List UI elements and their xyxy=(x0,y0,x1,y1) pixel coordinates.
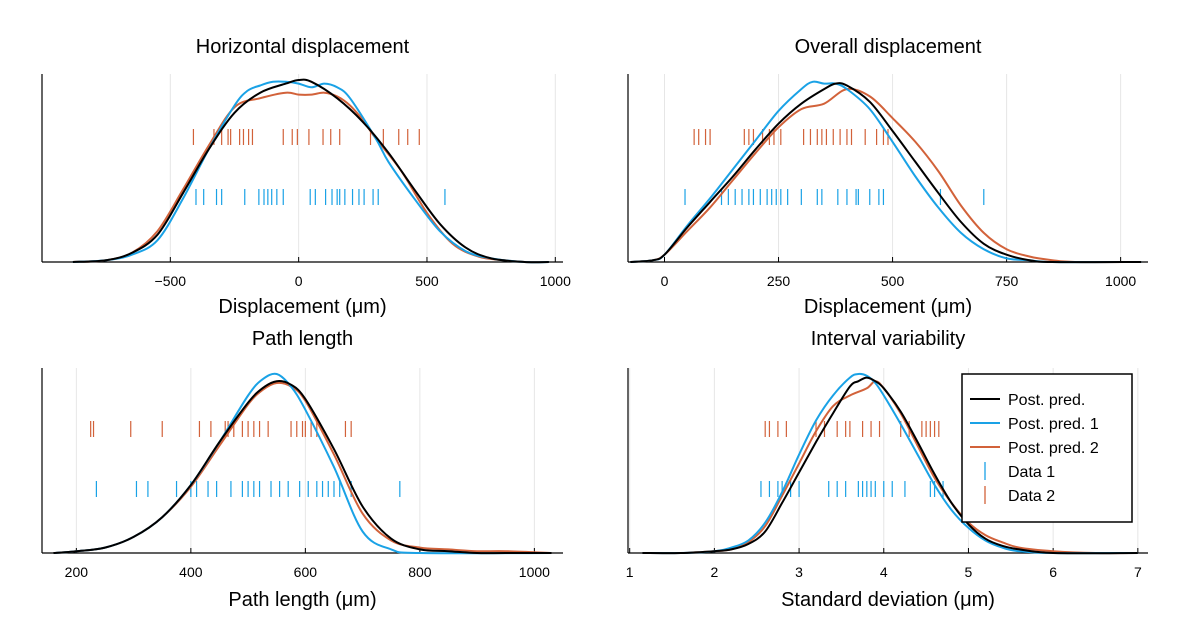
x-axis-label: Path length (μm) xyxy=(228,589,376,611)
panel-title: Horizontal displacement xyxy=(196,36,410,58)
x-axis-label: Displacement (μm) xyxy=(218,296,386,318)
panel-title: Overall displacement xyxy=(795,36,982,58)
density-curve-post-pred-2 xyxy=(630,87,1142,264)
x-tick-label: 400 xyxy=(179,564,203,580)
density-curve-post-pred xyxy=(53,380,552,555)
x-tick-label: 4 xyxy=(880,564,888,580)
panel-3: 200 400 600 800 1000 Path length Path length (… xyxy=(41,328,563,611)
legend: Post. pred. Post. pred. 1 Post. pred. 2 Dat… xyxy=(961,373,1133,523)
x-tick-label: 0 xyxy=(295,273,303,289)
x-tick-label: 1000 xyxy=(519,564,550,580)
panel-4: 1 2 3 4 5 6 7 Interval variability Standard devi… xyxy=(626,328,1148,611)
x-tick-label: 6 xyxy=(1049,564,1057,580)
density-curve-post-pred-2 xyxy=(53,381,552,554)
x-tick-label: 3 xyxy=(795,564,803,580)
x-tick-label: 5 xyxy=(965,564,973,580)
x-tick-label: 1 xyxy=(626,564,634,580)
panel-1: −500 0 500 1000 Horizontal displacement Displ… xyxy=(41,36,571,318)
density-curve-post-pred xyxy=(642,376,1138,555)
density-curve-post-pred xyxy=(72,78,549,264)
x-tick-label: 500 xyxy=(881,273,905,289)
x-tick-label: 0 xyxy=(661,273,669,289)
density-curve-post-pred xyxy=(630,82,1142,264)
density-curve-post-pred-1 xyxy=(72,80,549,264)
x-axis-label: Displacement (μm) xyxy=(804,296,972,318)
x-tick-label: 750 xyxy=(995,273,1019,289)
x-tick-label: 7 xyxy=(1134,564,1142,580)
x-tick-label: 1000 xyxy=(540,273,571,289)
x-tick-label: 800 xyxy=(408,564,432,580)
legend-label: Post. pred. xyxy=(1008,392,1085,409)
x-axis-label: Standard deviation (μm) xyxy=(781,589,995,611)
x-tick-label: 1000 xyxy=(1105,273,1136,289)
panel-title: Interval variability xyxy=(811,328,966,350)
x-tick-label: 250 xyxy=(767,273,791,289)
x-tick-label: 500 xyxy=(415,273,439,289)
panel-2: 0 250 500 750 1000 Overall displacement Displa… xyxy=(627,36,1148,318)
panel-title: Path length xyxy=(252,328,353,350)
legend-label: Data 1 xyxy=(1008,464,1055,481)
density-curve-post-pred-1 xyxy=(630,80,1142,264)
legend-label: Post. pred. 2 xyxy=(1008,440,1099,457)
x-tick-label: −500 xyxy=(155,273,187,289)
legend-label: Post. pred. 1 xyxy=(1008,416,1099,433)
x-tick-label: 600 xyxy=(294,564,318,580)
density-curve-post-pred-1 xyxy=(642,372,1138,555)
x-tick-label: 2 xyxy=(710,564,718,580)
legend-label: Data 2 xyxy=(1008,488,1055,505)
density-curve-post-pred-1 xyxy=(53,372,552,555)
x-tick-label: 200 xyxy=(65,564,89,580)
density-curve-post-pred-2 xyxy=(72,91,549,264)
